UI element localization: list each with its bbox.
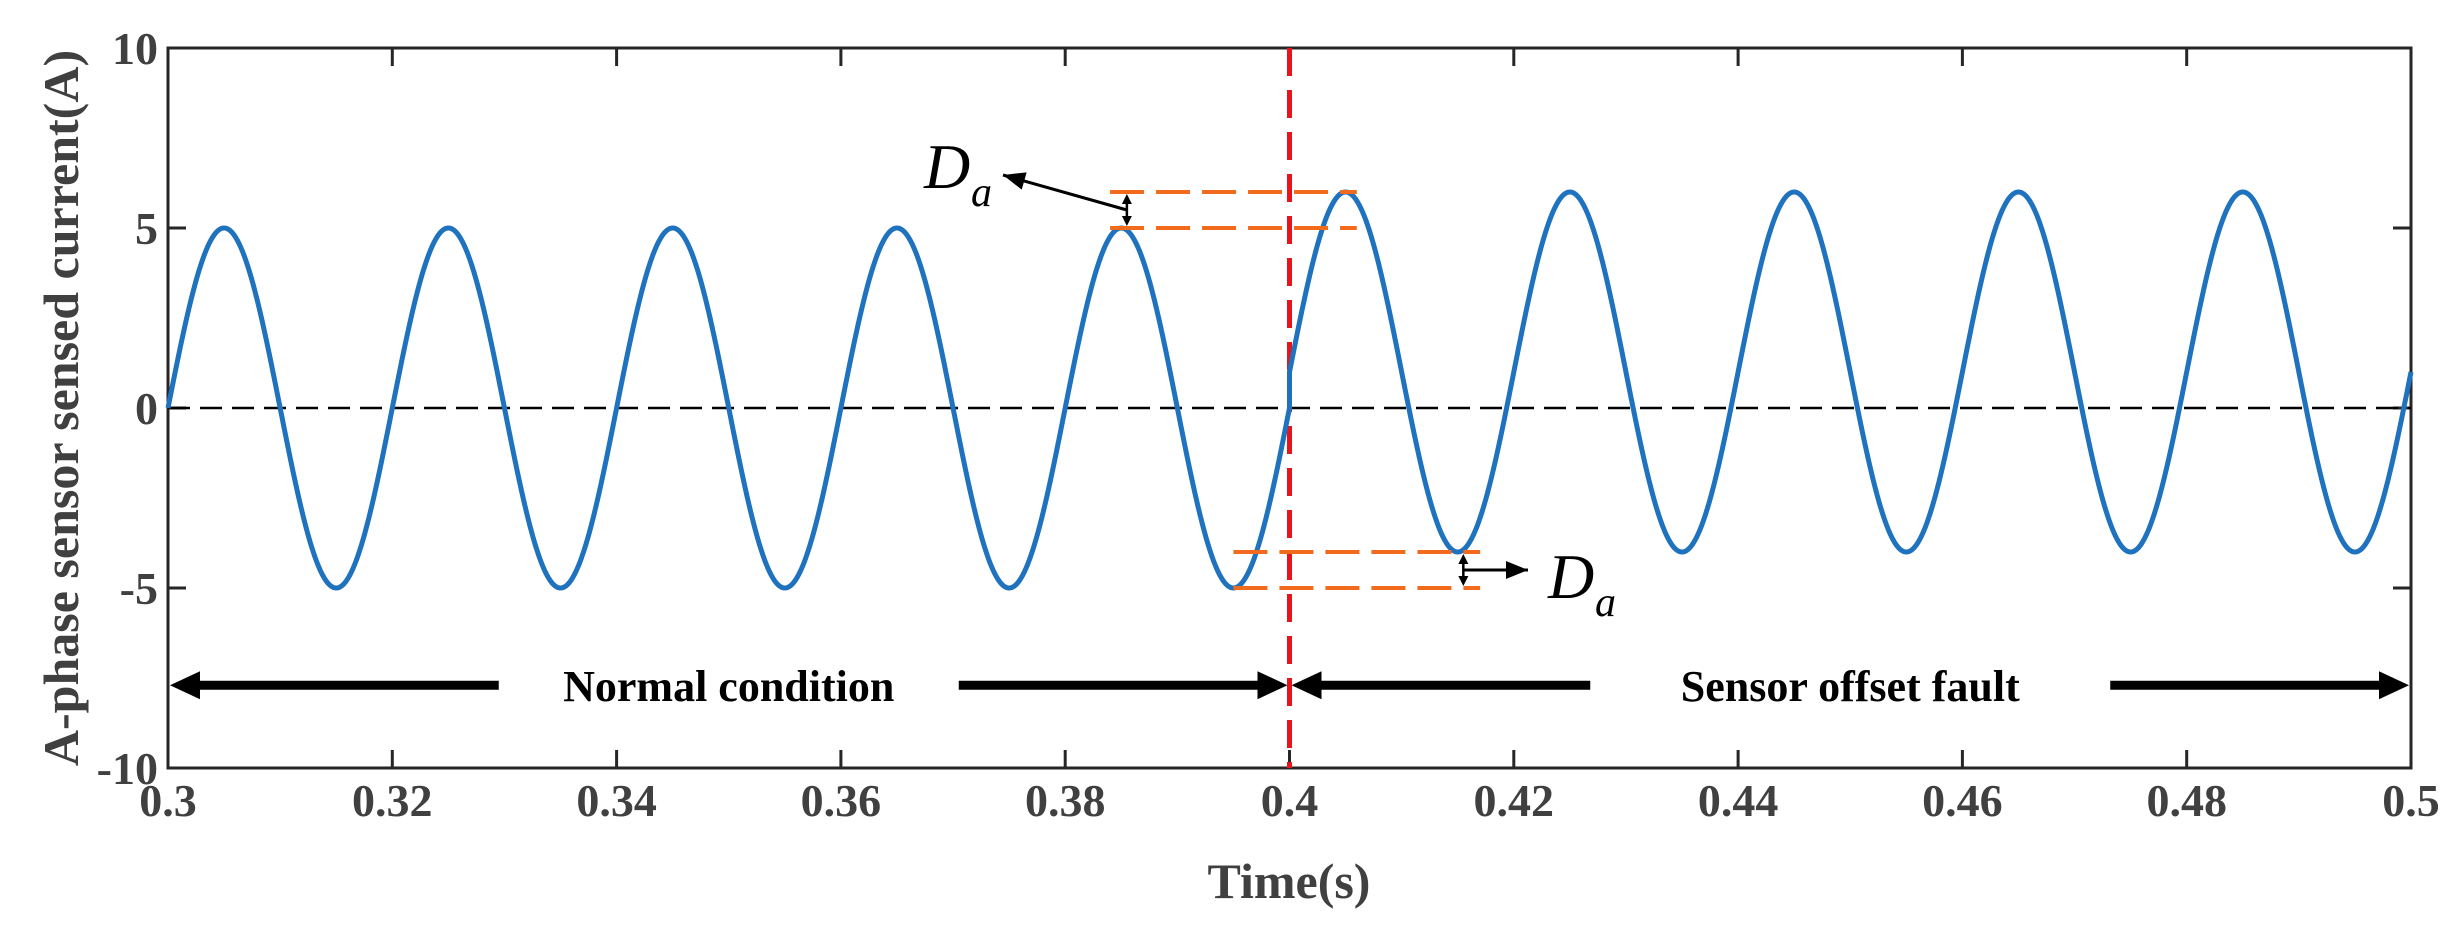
offset-arrow-head bbox=[1121, 216, 1132, 226]
y-tick-label: -10 bbox=[97, 743, 158, 794]
offset-arrow-head bbox=[1458, 576, 1469, 586]
x-tick-label: 0.5 bbox=[2382, 775, 2440, 826]
offset-arrow-head bbox=[1121, 194, 1132, 204]
x-tick-label: 0.44 bbox=[1698, 775, 1779, 826]
x-tick-label: 0.38 bbox=[1025, 775, 1106, 826]
x-axis-title: Time(s) bbox=[1208, 853, 1371, 909]
annotation-pointer-head bbox=[1003, 172, 1027, 190]
y-axis-title: A-phase sensor sensed current(A) bbox=[33, 50, 89, 766]
region-label: Normal condition bbox=[563, 662, 894, 711]
annotation-subscript: a bbox=[971, 170, 992, 216]
region-arrow-head bbox=[1257, 671, 1288, 700]
region-arrows: Normal condition Sensor offset fault bbox=[170, 662, 2409, 711]
x-tick-label: 0.46 bbox=[1922, 775, 2003, 826]
x-tick-label: 0.32 bbox=[352, 775, 433, 826]
region-arrow-head bbox=[2379, 671, 2409, 700]
x-tick-label: 0.36 bbox=[801, 775, 882, 826]
y-tick-label: -5 bbox=[120, 563, 158, 614]
offset-arrow-head bbox=[1458, 554, 1469, 564]
annotation-pointer-head bbox=[1506, 561, 1528, 579]
x-tick-label: 0.4 bbox=[1261, 775, 1319, 826]
series-line bbox=[165, 189, 2414, 591]
annotation-label: D bbox=[1547, 541, 1594, 612]
y-tick-label: 0 bbox=[135, 383, 158, 434]
region-arrow-head bbox=[1291, 671, 1322, 700]
y-tick-label: 10 bbox=[112, 23, 158, 74]
x-tick-label: 0.42 bbox=[1474, 775, 1555, 826]
annotation-subscript: a bbox=[1595, 580, 1616, 626]
axis-ticks: 0.3 0.32 0.34 0.36 0.38 0.4 0.42 0.44 0.46 0.48 0.… bbox=[97, 23, 2440, 826]
x-tick-label: 0.34 bbox=[576, 775, 657, 826]
x-tick-label: 0.48 bbox=[2146, 775, 2227, 826]
annotation-label: D bbox=[923, 131, 970, 202]
region-arrow-head bbox=[170, 671, 200, 700]
x-tick-label: 0.3 bbox=[139, 775, 197, 826]
series-layer bbox=[165, 189, 2414, 591]
offset-marks bbox=[1110, 190, 1481, 590]
region-label: Sensor offset fault bbox=[1681, 662, 2020, 711]
y-tick-label: 5 bbox=[135, 203, 158, 254]
